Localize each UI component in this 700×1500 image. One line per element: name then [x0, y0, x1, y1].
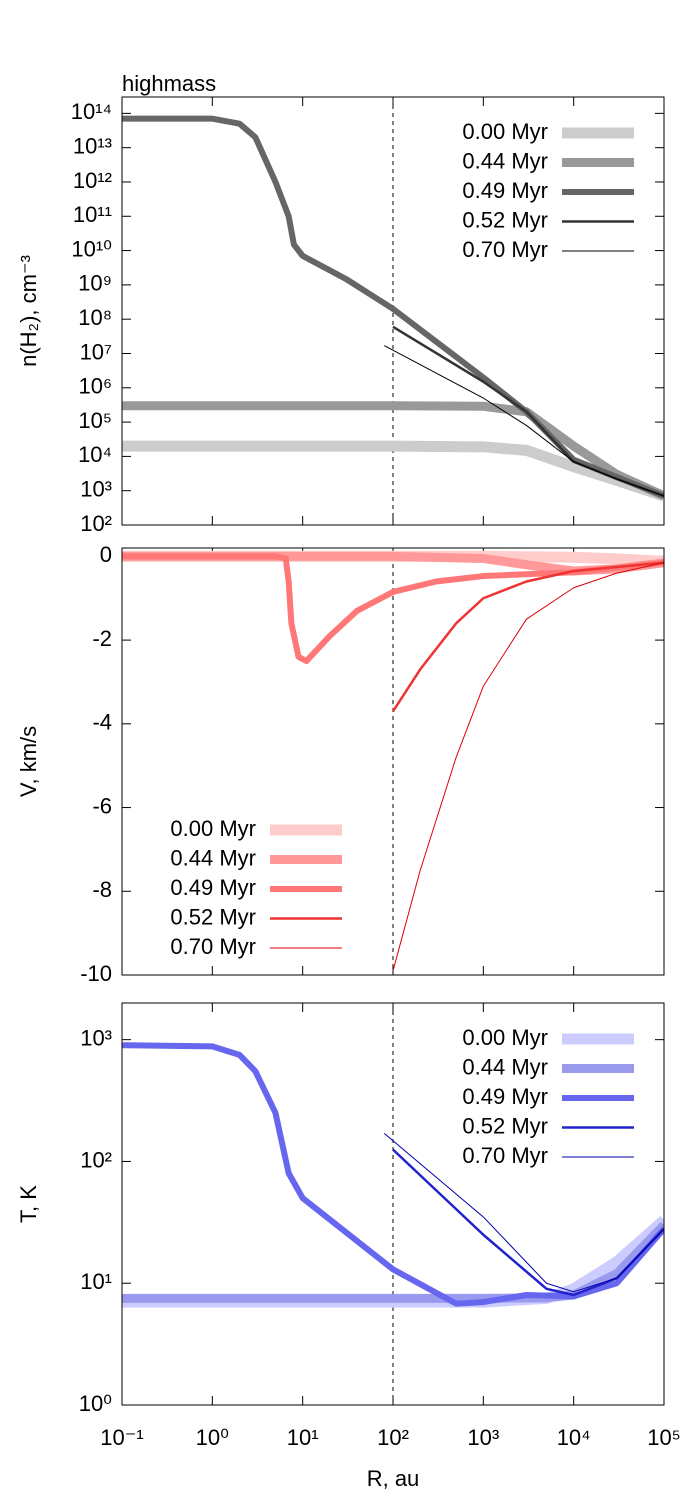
- y-tick-label: -4: [92, 710, 112, 735]
- legend-label: 0.70 Myr: [462, 1143, 548, 1168]
- y-tick-label: 10⁷: [80, 339, 112, 364]
- y-tick-label: 10²: [80, 511, 112, 536]
- x-tick-label: 10⁰: [196, 1425, 229, 1450]
- y-tick-label: 10¹³: [73, 133, 112, 158]
- y-tick-label: -8: [92, 877, 112, 902]
- y-tick-label: 10¹⁰: [71, 236, 112, 261]
- legend-label: 0.52 Myr: [462, 207, 548, 232]
- plot-frame: [121, 96, 665, 526]
- legend-label: 0.52 Myr: [170, 904, 256, 929]
- x-tick-label: 10¹: [287, 1425, 319, 1450]
- y-axis-label: T, K: [16, 1185, 41, 1223]
- legend-label: 0.44 Myr: [170, 845, 256, 870]
- chart-title: highmass: [122, 71, 216, 96]
- y-tick-label: 10³: [80, 1025, 112, 1050]
- y-tick-label: 10¹⁴: [71, 99, 112, 124]
- series-line: [122, 553, 664, 665]
- y-tick-label: 10⁸: [78, 305, 112, 330]
- legend-label: 0.49 Myr: [462, 1084, 548, 1109]
- x-axis-label: R, au: [367, 1466, 420, 1491]
- series-line: [122, 115, 664, 499]
- y-tick-label: 10¹: [80, 1269, 112, 1294]
- legend-label: 0.49 Myr: [462, 178, 548, 203]
- y-tick-label: 10¹²: [73, 168, 112, 193]
- x-tick-label: 10⁻¹: [100, 1425, 143, 1450]
- legend-label: 0.70 Myr: [170, 934, 256, 959]
- series-line: [383, 1132, 664, 1293]
- y-tick-label: 10⁴: [78, 442, 112, 467]
- legend-label: 0.00 Myr: [462, 1025, 548, 1050]
- y-axis-label: n(H₂), cm⁻³: [16, 255, 41, 367]
- y-tick-label: 10⁵: [78, 408, 112, 433]
- y-tick-label: 10¹¹: [73, 202, 112, 227]
- legend-label: 0.00 Myr: [462, 119, 548, 144]
- legend-label: 0.70 Myr: [462, 237, 548, 262]
- legend-label: 0.44 Myr: [462, 148, 548, 173]
- y-tick-label: 10⁶: [78, 374, 112, 399]
- series-line: [391, 561, 664, 712]
- legend-label: 0.52 Myr: [462, 1113, 548, 1138]
- legend-label: 0.49 Myr: [170, 875, 256, 900]
- y-tick-label: 10³: [80, 477, 112, 502]
- y-tick-label: 10⁰: [79, 1391, 112, 1416]
- series-line: [392, 562, 664, 971]
- x-tick-label: 10⁵: [647, 1425, 681, 1450]
- legend-label: 0.44 Myr: [462, 1054, 548, 1079]
- x-tick-label: 10²: [377, 1425, 409, 1450]
- y-tick-label: 10⁹: [78, 271, 112, 296]
- x-tick-label: 10⁴: [557, 1425, 591, 1450]
- y-tick-label: 0: [100, 542, 112, 567]
- y-tick-label: -2: [92, 626, 112, 651]
- plot-frame: [121, 1002, 665, 1406]
- series-line: [122, 401, 664, 501]
- x-tick-label: 10³: [467, 1425, 499, 1450]
- y-tick-label: -10: [80, 961, 112, 986]
- series-line: [122, 440, 664, 502]
- series-line: [384, 345, 664, 497]
- legend-label: 0.00 Myr: [170, 816, 256, 841]
- series-line: [122, 1042, 664, 1307]
- plot-frame: [121, 547, 665, 976]
- y-tick-label: -6: [92, 793, 112, 818]
- y-axis-label: V, km/s: [16, 726, 41, 797]
- y-tick-label: 10²: [80, 1147, 112, 1172]
